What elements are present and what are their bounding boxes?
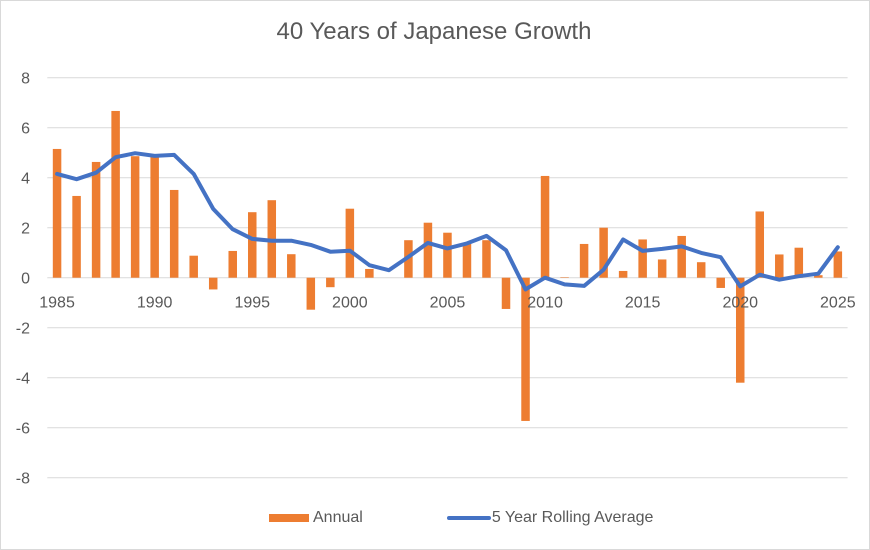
bar-annual-2005	[443, 232, 452, 278]
bar-annual-1991	[169, 189, 179, 278]
bar-annual-2011	[560, 277, 569, 278]
bar-annual-1999	[326, 277, 335, 288]
y-tick-label: -8	[16, 471, 30, 488]
y-tick-label: 6	[21, 121, 30, 138]
bar-annual-2004	[423, 222, 433, 278]
bar-annual-2013	[599, 227, 608, 278]
x-tick-label: 1990	[137, 295, 173, 312]
bar-annual-2010	[540, 175, 550, 278]
bar-annual-2009	[521, 277, 530, 421]
y-tick-label: -2	[16, 321, 30, 338]
x-tick-label: 1985	[39, 295, 75, 312]
bar-annual-2015	[638, 239, 647, 278]
bar-annual-2021	[755, 211, 765, 278]
bar-annual-2025	[833, 251, 843, 278]
bar-annual-2016	[657, 259, 667, 278]
bar-annual-2007	[482, 240, 491, 278]
x-tick-label: 2010	[527, 295, 563, 312]
bar-annual-1986	[72, 195, 81, 278]
bar-annual-2008	[501, 277, 511, 309]
bar-annual-1992	[189, 255, 198, 278]
bar-annual-2014	[618, 270, 628, 278]
bar-annual-2012	[579, 243, 589, 278]
legend-item-rolling-average: 5 Year Rolling Average	[446, 509, 654, 527]
annual-bars	[52, 110, 843, 421]
bar-annual-2000	[345, 208, 355, 278]
bar-annual-2017	[677, 235, 686, 278]
legend-label-annual: Annual	[313, 509, 363, 526]
y-axis-ticks: 8 6 4 2 0 -2 -4 -6 -8	[16, 71, 30, 488]
bar-annual-2001	[365, 268, 374, 278]
legend: Annual 5 Year Rolling Average	[269, 508, 653, 528]
bar-annual-2020	[735, 277, 745, 383]
bar-annual-1985	[52, 148, 62, 278]
bar-annual-1988	[111, 110, 120, 278]
chart-title: 40 Years of Japanese Growth	[276, 18, 592, 45]
bar-annual-2019	[716, 277, 725, 288]
x-tick-label: 2020	[722, 295, 758, 312]
bar-annual-1990	[150, 156, 159, 278]
x-axis-ticks: 1985 1990 1995 2000 2005 2010 2015 2020 2025	[39, 295, 855, 312]
bar-annual-1993	[208, 277, 218, 290]
legend-label-rolling-average: 5 Year Rolling Average	[491, 509, 654, 526]
bar-annual-1989	[130, 156, 140, 278]
y-tick-label: 4	[21, 171, 30, 188]
x-tick-label: 1995	[234, 295, 270, 312]
y-tick-label: 2	[21, 221, 30, 238]
x-tick-label: 2015	[625, 295, 661, 312]
bar-annual-2023	[794, 247, 804, 278]
rolling-average-line	[55, 151, 840, 292]
bar-annual-2018	[696, 262, 706, 278]
x-tick-label: 2025	[820, 295, 856, 312]
y-tick-label: 0	[21, 271, 30, 288]
bar-annual-1997	[287, 254, 296, 278]
bar-annual-1998	[306, 277, 316, 310]
gridlines	[47, 77, 848, 479]
legend-swatch-annual	[269, 514, 309, 522]
y-tick-label: 8	[21, 71, 30, 88]
y-tick-label: -6	[16, 421, 30, 438]
bar-annual-2024	[814, 275, 823, 278]
bar-annual-2006	[462, 243, 472, 278]
y-tick-label: -4	[16, 371, 30, 388]
bar-annual-1987	[91, 161, 101, 278]
legend-item-annual: Annual	[269, 509, 447, 527]
legend-swatch-rolling-average	[446, 516, 491, 520]
x-tick-label: 2005	[430, 295, 466, 312]
bar-annual-1995	[248, 212, 257, 278]
bar-annual-1994	[228, 250, 237, 278]
bar-annual-2022	[775, 254, 784, 278]
x-tick-label: 2000	[332, 295, 368, 312]
